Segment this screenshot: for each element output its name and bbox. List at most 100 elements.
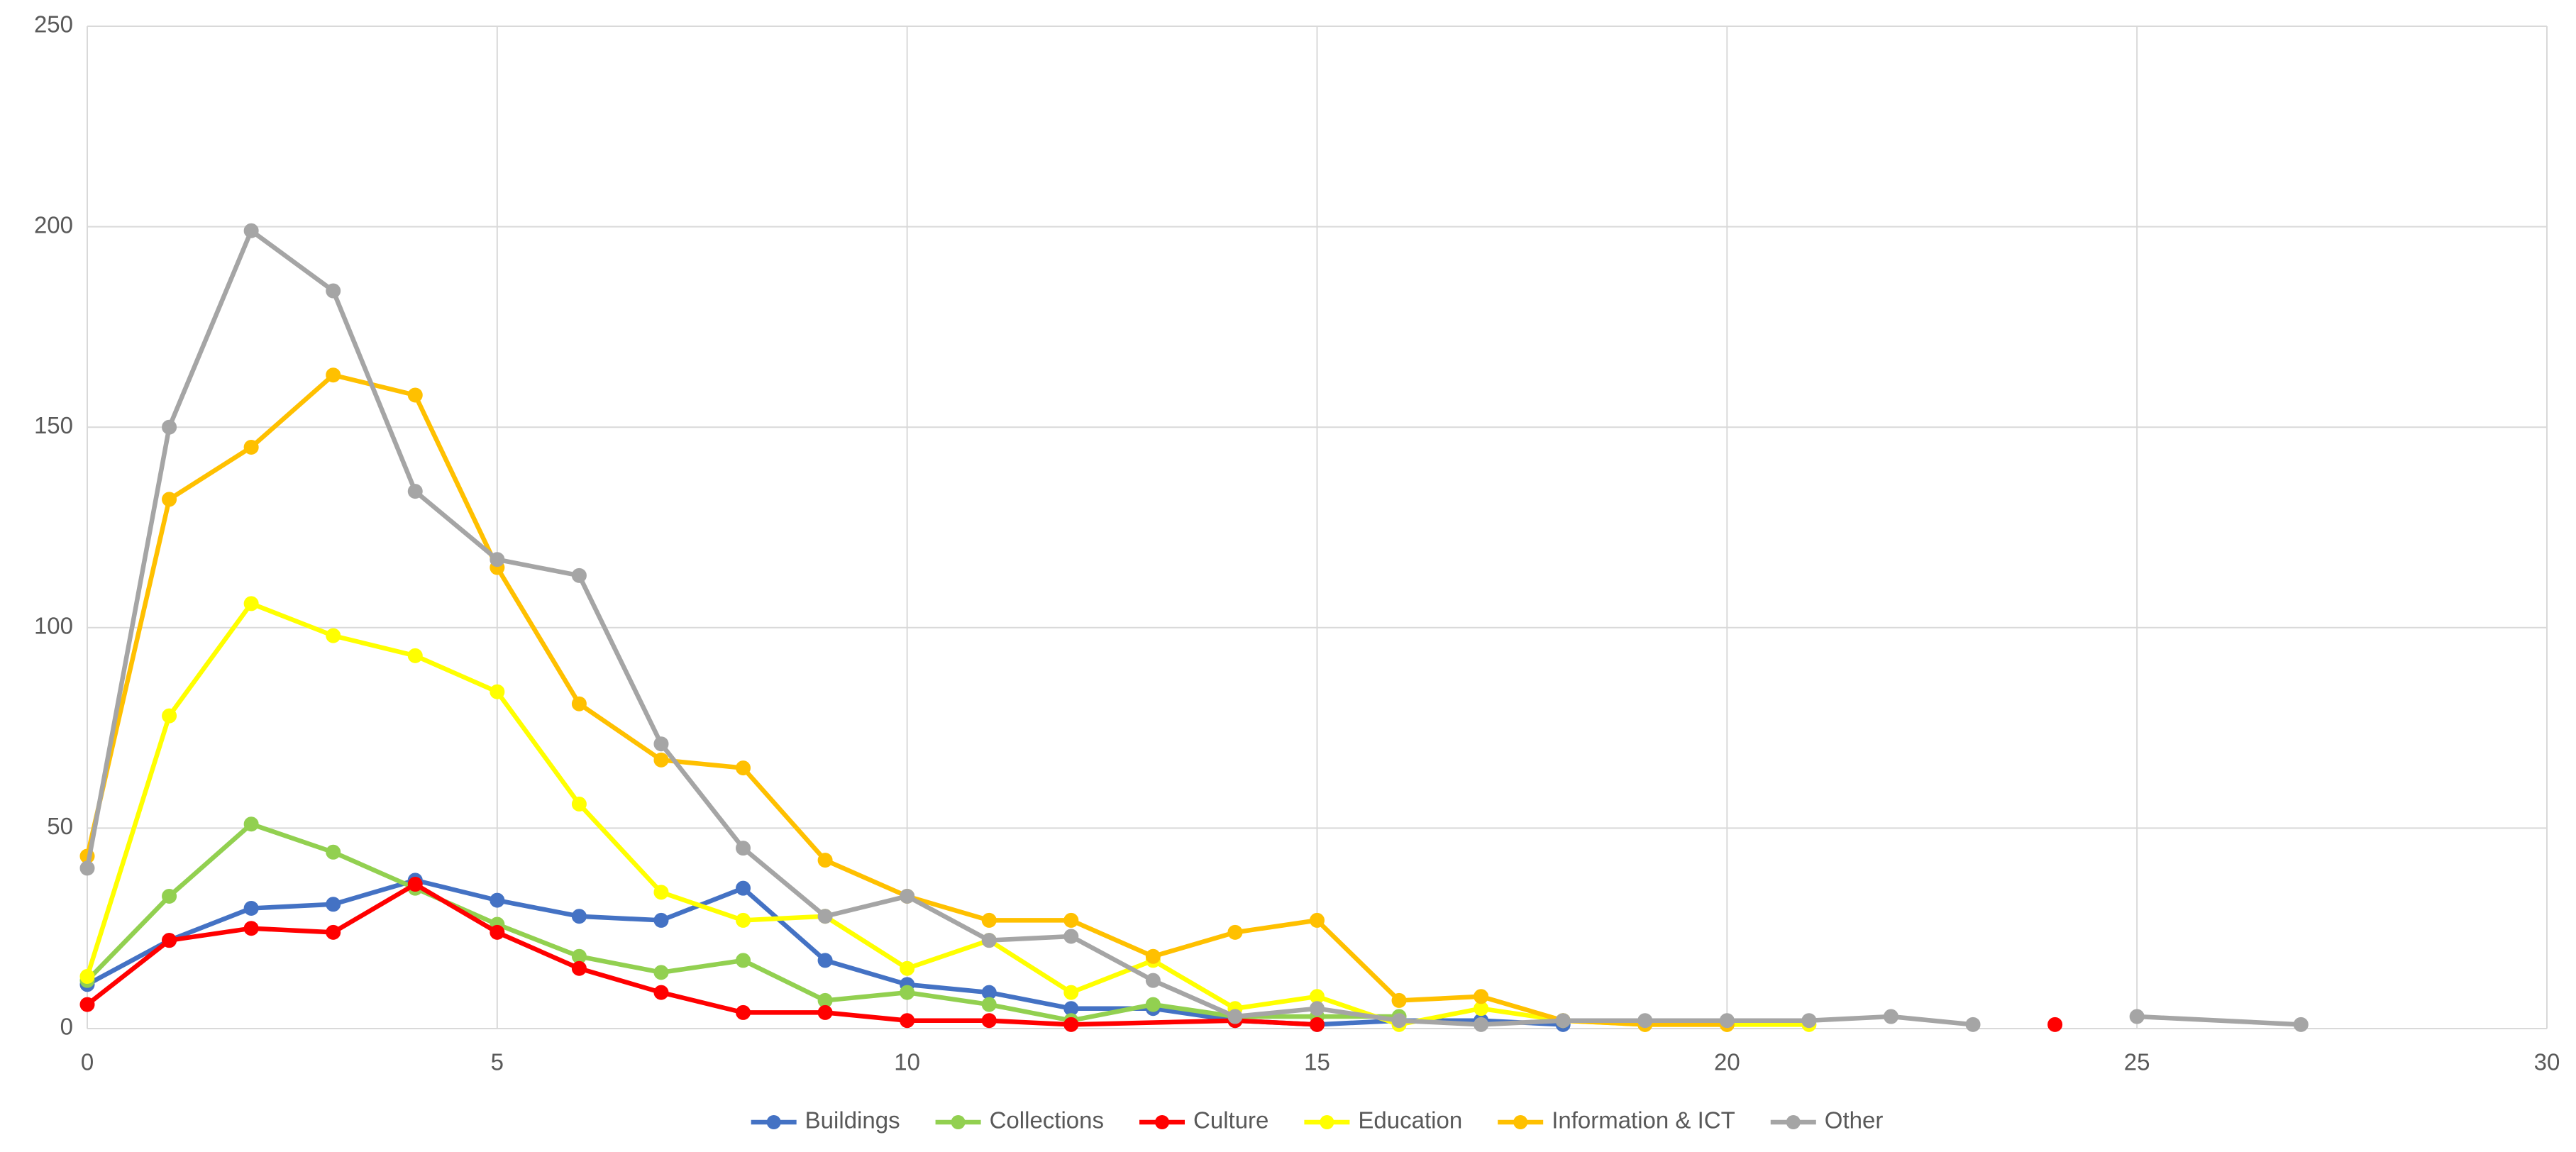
data-point <box>981 912 997 928</box>
data-point <box>1801 1013 1817 1029</box>
data-point <box>162 492 177 507</box>
data-point <box>817 1004 833 1020</box>
data-point <box>2129 1009 2145 1024</box>
y-tick-label: 200 <box>34 211 73 238</box>
data-point <box>571 796 587 812</box>
data-point <box>653 752 669 768</box>
data-point <box>243 223 259 238</box>
data-point <box>571 696 587 711</box>
data-point <box>1145 948 1161 964</box>
data-point <box>1391 992 1407 1008</box>
y-tick-label: 50 <box>47 813 73 839</box>
data-point <box>736 1004 751 1020</box>
data-point <box>736 760 751 776</box>
data-point <box>1555 1013 1571 1029</box>
data-point <box>1310 1001 1325 1017</box>
data-point <box>79 969 95 985</box>
data-point <box>326 283 341 299</box>
data-point <box>407 387 423 403</box>
y-tick-label: 150 <box>34 412 73 438</box>
data-point <box>2293 1017 2309 1032</box>
data-point <box>162 933 177 948</box>
data-point <box>326 844 341 860</box>
legend-label: Buildings <box>805 1107 900 1134</box>
data-point <box>407 484 423 499</box>
data-point <box>1145 973 1161 988</box>
data-point <box>653 912 669 928</box>
data-point <box>900 1013 915 1029</box>
data-point <box>79 860 95 876</box>
series-line <box>84 601 1809 1027</box>
legend-label: Collections <box>990 1107 1104 1134</box>
data-point <box>981 933 997 948</box>
legend-label: Other <box>1825 1107 1884 1134</box>
data-point <box>817 853 833 868</box>
x-tick-label: 15 <box>1304 1049 1330 1075</box>
data-point <box>1063 985 1079 1000</box>
data-point <box>162 708 177 724</box>
data-point <box>1391 1013 1407 1029</box>
y-tick-label: 100 <box>34 613 73 639</box>
data-point <box>490 552 505 567</box>
data-point <box>653 885 669 900</box>
data-point <box>900 985 915 1000</box>
data-point <box>653 965 669 980</box>
data-point <box>1883 1009 1898 1024</box>
data-point <box>243 596 259 611</box>
data-point <box>407 877 423 892</box>
data-point <box>1063 912 1079 928</box>
data-point <box>326 924 341 940</box>
data-point <box>736 880 751 896</box>
x-tick-label: 0 <box>81 1049 94 1075</box>
legend-marker <box>1786 1115 1801 1129</box>
legend-marker <box>1155 1115 1170 1129</box>
data-point <box>326 628 341 643</box>
data-point <box>900 888 915 904</box>
data-point <box>1145 997 1161 1012</box>
data-point <box>243 921 259 936</box>
data-point <box>1227 924 1243 940</box>
legend-label: Culture <box>1193 1107 1268 1134</box>
data-point <box>571 567 587 583</box>
data-point <box>1965 1017 1981 1032</box>
data-point <box>981 997 997 1012</box>
x-tick-label: 30 <box>2534 1049 2560 1075</box>
data-point <box>243 900 259 916</box>
data-point <box>1310 912 1325 928</box>
data-point <box>817 953 833 968</box>
data-point <box>817 909 833 924</box>
data-point <box>1063 1017 1079 1032</box>
legend-marker <box>951 1115 966 1129</box>
y-tick-label: 250 <box>34 11 73 38</box>
legend-label: Information & ICT <box>1552 1107 1735 1134</box>
x-tick-label: 10 <box>894 1049 920 1075</box>
data-point <box>490 684 505 699</box>
data-point <box>243 816 259 832</box>
data-point <box>1719 1013 1735 1029</box>
data-point <box>981 1013 997 1029</box>
x-tick-label: 5 <box>491 1049 504 1075</box>
legend-marker <box>1320 1115 1334 1129</box>
data-point <box>2047 1017 2063 1032</box>
data-point <box>1474 1017 1489 1032</box>
data-point <box>1474 989 1489 1004</box>
data-point <box>571 960 587 976</box>
y-tick-label: 0 <box>60 1014 73 1040</box>
legend-marker <box>1513 1115 1528 1129</box>
data-point <box>736 912 751 928</box>
x-tick-label: 20 <box>1714 1049 1740 1075</box>
data-point <box>900 960 915 976</box>
data-point <box>326 897 341 912</box>
data-point <box>736 953 751 968</box>
data-point <box>490 924 505 940</box>
data-point <box>162 419 177 435</box>
data-point <box>1637 1013 1653 1029</box>
data-point <box>490 892 505 908</box>
data-point <box>326 367 341 383</box>
data-point <box>1310 1017 1325 1032</box>
legend: Buildings Collections Culture Education Info… <box>751 1107 1884 1134</box>
data-point <box>653 985 669 1000</box>
data-point <box>736 841 751 856</box>
